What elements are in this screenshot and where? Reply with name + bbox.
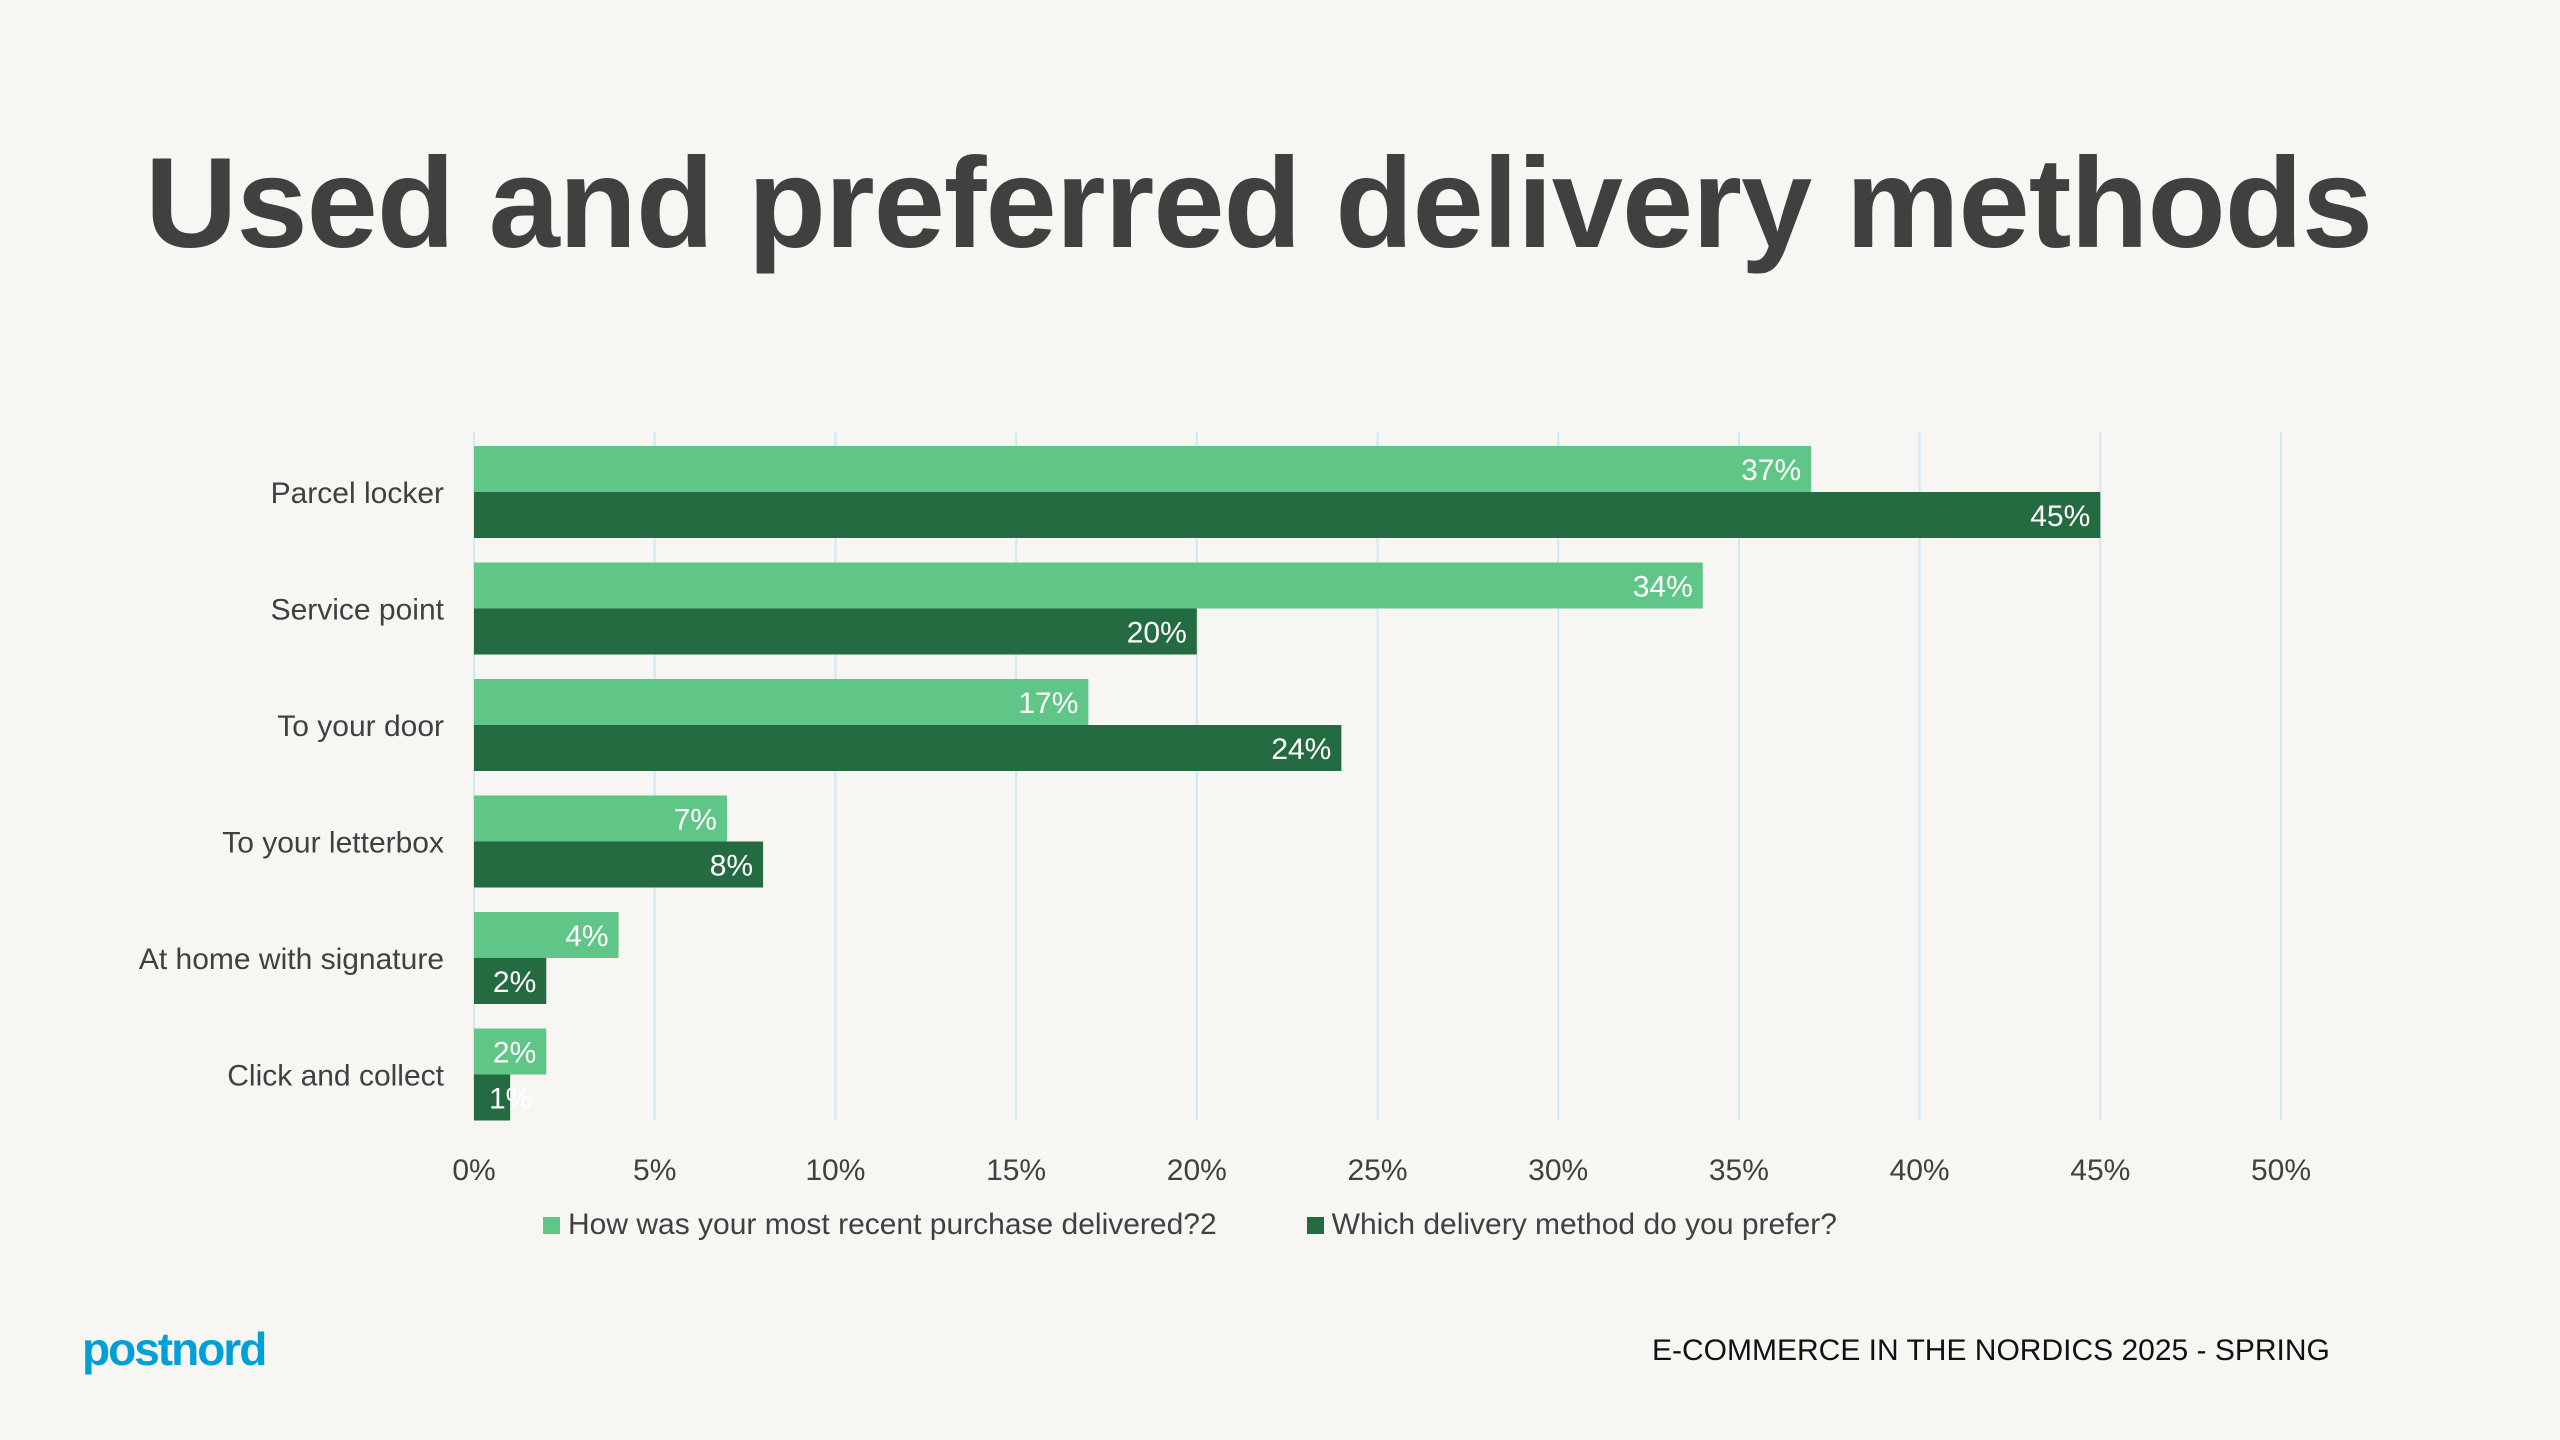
legend-swatch-recent [543, 1216, 560, 1234]
legend-item-recent: How was your most recent purchase delive… [543, 1208, 1217, 1242]
footer-text: E-COMMERCE IN THE NORDICS 2025 - SPRING [1652, 1334, 2330, 1367]
x-tick-label: 15% [986, 1154, 1046, 1187]
data-label: 17% [1018, 687, 1078, 720]
x-tick-label: 25% [1347, 1154, 1407, 1187]
bar [474, 562, 1703, 609]
data-label: 24% [1271, 733, 1331, 766]
data-label: 7% [674, 804, 717, 837]
x-tick-label: 30% [1528, 1154, 1588, 1187]
x-tick-label: 5% [633, 1154, 676, 1187]
bar [474, 446, 1812, 492]
data-label: 34% [1633, 571, 1693, 604]
bar [474, 912, 619, 958]
bar [474, 608, 1197, 655]
bar [474, 841, 764, 888]
data-label: 2% [493, 1037, 536, 1070]
data-label: 45% [2030, 500, 2090, 533]
legend: How was your most recent purchase delive… [543, 1208, 1837, 1242]
legend-swatch-prefer [1306, 1216, 1324, 1234]
data-label: 4% [565, 920, 608, 953]
legend-label-prefer: Which delivery method do you prefer? [1331, 1208, 1837, 1241]
category-label: Parcel locker [271, 477, 444, 510]
data-label: 20% [1127, 617, 1187, 650]
bar [474, 795, 727, 842]
category-label: To your door [277, 710, 444, 743]
data-label: 2% [493, 966, 536, 999]
x-tick-label: 40% [1890, 1154, 1950, 1187]
data-label: 8% [710, 850, 753, 883]
data-label: 1% [489, 1083, 532, 1116]
category-label: At home with signature [139, 943, 444, 976]
bar [474, 958, 547, 1004]
bar [474, 679, 1089, 725]
category-label: Click and collect [227, 1060, 444, 1093]
x-tick-label: 20% [1167, 1154, 1227, 1187]
x-tick-label: 0% [452, 1154, 495, 1187]
postnord-logo: postnord [82, 1323, 267, 1375]
bar [474, 1074, 511, 1121]
category-label: To your letterbox [222, 827, 444, 860]
bar [474, 725, 1342, 771]
legend-item-prefer: Which delivery method do you prefer? [1306, 1208, 1837, 1242]
legend-label-recent: How was your most recent purchase delive… [568, 1208, 1217, 1241]
data-label: 37% [1741, 454, 1801, 487]
bar [474, 492, 2101, 538]
category-label: Service point [271, 594, 445, 627]
bar [474, 1028, 547, 1075]
x-tick-label: 50% [2251, 1154, 2311, 1187]
x-tick-label: 10% [805, 1154, 865, 1187]
page-title: Used and preferred delivery methods [145, 132, 2373, 275]
x-tick-label: 35% [1709, 1154, 1769, 1187]
x-tick-label: 45% [2070, 1154, 2130, 1187]
